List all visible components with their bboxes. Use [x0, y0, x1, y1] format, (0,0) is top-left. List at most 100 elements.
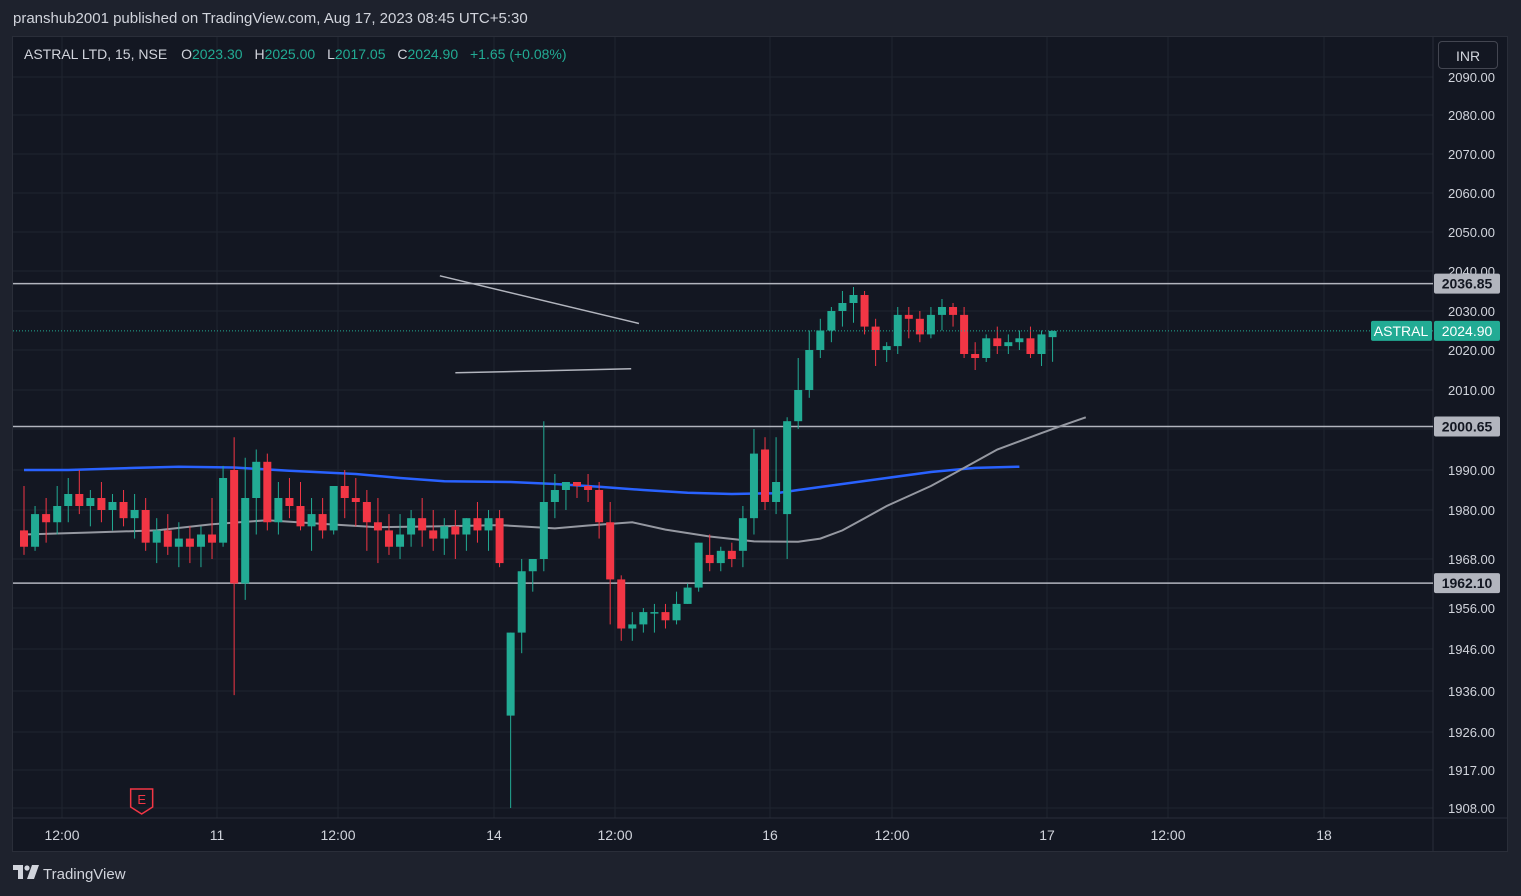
candle-body [362, 502, 371, 523]
candle-body [86, 498, 95, 506]
high-value: 2025.00 [264, 46, 316, 62]
x-tick-label: 17 [1039, 827, 1055, 843]
candlestick-chart[interactable]: 1908.00 1917.00 1926.00 1936.00 1946.00 1956.… [13, 37, 1507, 851]
candle-body [440, 526, 449, 539]
footer: TradingView [13, 862, 126, 886]
candle-body [75, 494, 84, 506]
published-info: pranshub2001 published on TradingView.co… [13, 10, 528, 27]
close-value: 2024.90 [407, 46, 459, 62]
candle-body [307, 514, 316, 527]
time-axis-labels: 12:00 11 12:00 14 12:00 16 12:00 17 12:00 18 [44, 827, 1332, 843]
y-tick-label: 2090.00 [1448, 70, 1495, 85]
y-tick-label: 1980.00 [1448, 503, 1495, 518]
trendline-0 [439, 275, 640, 325]
candle-body [661, 612, 670, 621]
candle-body [838, 303, 847, 311]
candle-body [993, 338, 1002, 347]
candle-body [208, 534, 217, 543]
candle-body [871, 326, 880, 350]
candle-body [119, 502, 128, 519]
candle-body [960, 314, 969, 354]
candle-body [761, 449, 770, 502]
y-tick-label: 2080.00 [1448, 108, 1495, 123]
candle-body [716, 550, 725, 564]
candle-body [849, 295, 858, 303]
candle-body [108, 502, 117, 510]
candle-body [329, 486, 338, 531]
level-tag-bg [1434, 416, 1500, 437]
candle-body [860, 295, 869, 327]
y-tick-label: 2010.00 [1448, 383, 1495, 398]
y-tick-label: 1946.00 [1448, 642, 1495, 657]
candle-body [595, 490, 604, 523]
candle-body [783, 421, 792, 515]
candle-body [794, 390, 803, 422]
candle-body [174, 538, 183, 547]
candle-body [561, 482, 570, 490]
symbol-tag-bg [1371, 320, 1432, 341]
level-tag-bg [1434, 273, 1500, 294]
candle-body [241, 498, 250, 584]
y-tick-label: 1936.00 [1448, 684, 1495, 699]
candle-body [937, 307, 946, 315]
open-label: O [181, 46, 192, 62]
trendlines [439, 275, 640, 374]
candle-body [882, 346, 891, 350]
x-tick-label: 18 [1316, 827, 1332, 843]
candle-body [473, 518, 482, 531]
candle-body [351, 498, 360, 502]
candle-body [1048, 330, 1057, 338]
currency-button[interactable]: INR [1438, 41, 1498, 69]
candle-body [606, 522, 615, 580]
change-value: +1.65 (+0.08%) [470, 46, 567, 62]
candle-body [915, 318, 924, 335]
earnings-marker-icon: E [129, 788, 154, 815]
y-tick-label: 1968.00 [1448, 552, 1495, 567]
candle-body [407, 518, 416, 535]
earnings-marker-shape [129, 788, 154, 815]
x-tick-label: 12:00 [1150, 827, 1185, 843]
x-tick-label: 12:00 [597, 827, 632, 843]
candle-body [617, 579, 626, 629]
candle-body [141, 510, 150, 543]
candle-body [982, 338, 991, 358]
candle-body [296, 506, 305, 527]
candle-body [805, 350, 814, 390]
y-tick-label: 2050.00 [1448, 225, 1495, 240]
candle-body [230, 470, 239, 584]
candle-body [738, 518, 747, 551]
x-tick-label: 12:00 [44, 827, 79, 843]
candle-body [539, 502, 548, 559]
candle-body [628, 624, 637, 629]
candle-body [185, 538, 194, 547]
candle-body [573, 482, 581, 486]
candle-body [20, 530, 28, 547]
level-tag-text: 1962.10 [1442, 575, 1493, 591]
candle-body [31, 514, 40, 547]
candle-body [53, 506, 62, 523]
y-tick-label: 2070.00 [1448, 147, 1495, 162]
candle-body [749, 453, 758, 519]
symbol-tag-text: ASTRAL [1374, 323, 1429, 339]
candle-body [42, 514, 51, 523]
candles [20, 287, 1057, 808]
footer-brand[interactable]: TradingView [43, 865, 126, 883]
candle-body [285, 498, 294, 506]
y-tick-label: 1908.00 [1448, 801, 1495, 816]
chart-panel[interactable]: 1908.00 1917.00 1926.00 1936.00 1946.00 1956.… [12, 36, 1508, 852]
candle-body [263, 461, 272, 523]
earnings-marker-label: E [137, 792, 146, 807]
candle-body [705, 554, 714, 564]
candle-body [495, 518, 504, 564]
x-tick-label: 14 [486, 827, 502, 843]
candle-body [396, 534, 405, 547]
candle-body [904, 314, 913, 319]
candle-body [1037, 334, 1046, 354]
candle-body [274, 498, 283, 523]
candle-body [971, 354, 980, 358]
ohlc-legend: ASTRAL LTD, 15, NSE O2023.30 H2025.00 L2… [24, 46, 567, 62]
tradingview-logo-icon[interactable] [13, 865, 39, 883]
candle-body [418, 518, 427, 531]
header-bar: pranshub2001 published on TradingView.co… [0, 0, 1521, 36]
candle-body [429, 530, 438, 539]
